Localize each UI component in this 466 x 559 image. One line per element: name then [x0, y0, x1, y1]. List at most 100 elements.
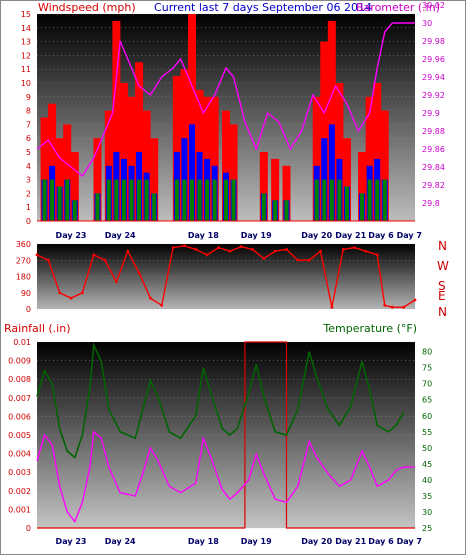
wind-barometer-plot: 012345678910111213141529.829.8229.8429.8… [21, 1, 445, 240]
compass-label: N [438, 305, 447, 319]
direction-point [160, 303, 164, 307]
temperature-tick-label: 35 [422, 492, 432, 501]
gust-bar [119, 83, 128, 221]
day-label: Day 24 [105, 231, 136, 240]
rainfall-tick-label: 0.006 [8, 412, 31, 421]
day-label: Day 24 [105, 537, 136, 546]
rainfall-tick-label: 0.004 [8, 450, 31, 459]
direction-panel-bg [37, 244, 415, 309]
calm-band-bar [224, 179, 228, 221]
gust-bar [335, 83, 344, 221]
rainfall-temperature-plot: 0 0.001 0.002 0.003 0.004 0.005 0.006 0.007 0.00… [8, 338, 432, 546]
direction-tick-label: 270 [16, 256, 31, 265]
chart-title: Current last 7 days September 06 2014 [154, 1, 372, 14]
calm-band-bar [322, 179, 327, 221]
windspeed-tick-label: 11 [21, 65, 31, 74]
gust-bar [55, 138, 64, 221]
calm-band-bar [329, 179, 334, 221]
rainfall-axis-title: Rainfall (.in) [4, 322, 71, 335]
gust-bar [373, 83, 382, 221]
rainfall-tick-label: 0.005 [8, 431, 31, 440]
calm-band-bar [360, 193, 365, 221]
gust-bar [150, 138, 159, 221]
windspeed-tick-label: 5 [26, 148, 31, 157]
day-label: Day 7 [397, 537, 422, 546]
calm-band-bar [375, 179, 380, 221]
day-label: Day 18 [188, 537, 219, 546]
gust-bar [63, 124, 72, 221]
direction-point [285, 248, 288, 251]
calm-band-bar [284, 200, 289, 221]
calm-band-bar [42, 179, 47, 221]
direction-point [364, 249, 368, 253]
gust-bar [135, 62, 144, 221]
calm-band-bar [261, 193, 266, 221]
day-label: Day 23 [56, 231, 87, 240]
gust-bar [259, 152, 268, 221]
temperature-axis-title: Temperature (°F) [322, 322, 417, 335]
calm-band-bar [174, 179, 179, 221]
gust-bar [327, 20, 336, 222]
gust-bar [358, 152, 367, 221]
rainfall-tick-label: 0.003 [8, 468, 31, 477]
calm-band-bar [95, 193, 100, 221]
temperature-tick-label: 50 [422, 444, 432, 453]
barometer-line [36, 22, 415, 178]
day-label: Day 20 [301, 537, 332, 546]
direction-point [126, 249, 130, 253]
calm-band-bar [382, 179, 387, 221]
compass-label: E [438, 289, 446, 303]
direction-point [413, 298, 417, 302]
barometer-tick-label: 29.98 [422, 37, 445, 46]
rainfall-tick-label: 0.007 [8, 394, 31, 403]
direction-point [296, 258, 300, 262]
temperature-tick-label: 65 [422, 396, 432, 405]
direction-point [137, 271, 141, 275]
compass-label: N [438, 239, 447, 253]
gust-bar [342, 138, 351, 221]
wind-direction-plot: 0 90 180 270 360 [16, 240, 417, 314]
calm-band-bar [314, 179, 319, 221]
calm-band-bar [189, 179, 194, 221]
barometer-tick-label: 29.92 [422, 91, 445, 100]
gust-bar [127, 96, 136, 221]
calm-band-bar [197, 179, 202, 221]
calm-band-bar [337, 179, 342, 221]
direction-point [375, 253, 379, 257]
direction-point [171, 246, 175, 250]
windspeed-tick-label: 15 [21, 10, 31, 19]
calm-band-bar [205, 179, 210, 221]
rainfall-tick-label: 0 [26, 524, 31, 533]
windspeed-tick-label: 8 [26, 107, 31, 116]
barometer-tick-label: 29.8 [422, 199, 440, 208]
temperature-tick-label: 70 [422, 380, 432, 389]
gust-bar [282, 165, 291, 221]
gust-bar [222, 110, 230, 221]
rainfall-line [37, 341, 415, 529]
day-label: Day 19 [241, 537, 272, 546]
gust-bar [48, 103, 57, 221]
barometer-axis-title: Barometer (.in) [356, 1, 440, 14]
direction-tick-label: 0 [26, 305, 31, 314]
calm-band-bar [273, 200, 278, 221]
direction-point [383, 303, 387, 307]
temperature-tick-label: 55 [422, 428, 432, 437]
average-wind-bar [188, 124, 195, 221]
windspeed-tick-label: 7 [26, 120, 31, 129]
calm-band-bar [72, 200, 77, 221]
temperature-tick-label: 80 [422, 348, 432, 357]
calm-band-bar [57, 186, 62, 221]
gust-bar [93, 138, 102, 221]
gust-bar [312, 96, 321, 221]
direction-point [194, 248, 198, 251]
windspeed-tick-label: 2 [26, 189, 31, 198]
windspeed-tick-label: 3 [26, 176, 31, 185]
gust-bar [187, 14, 196, 221]
average-wind-bar [328, 124, 335, 221]
gust-bar [70, 152, 79, 221]
direction-point [149, 296, 152, 300]
dewpoint-line [36, 430, 415, 523]
rainfall-tick-label: 0.001 [8, 505, 31, 514]
compass-labels: N W S E N [437, 239, 449, 319]
